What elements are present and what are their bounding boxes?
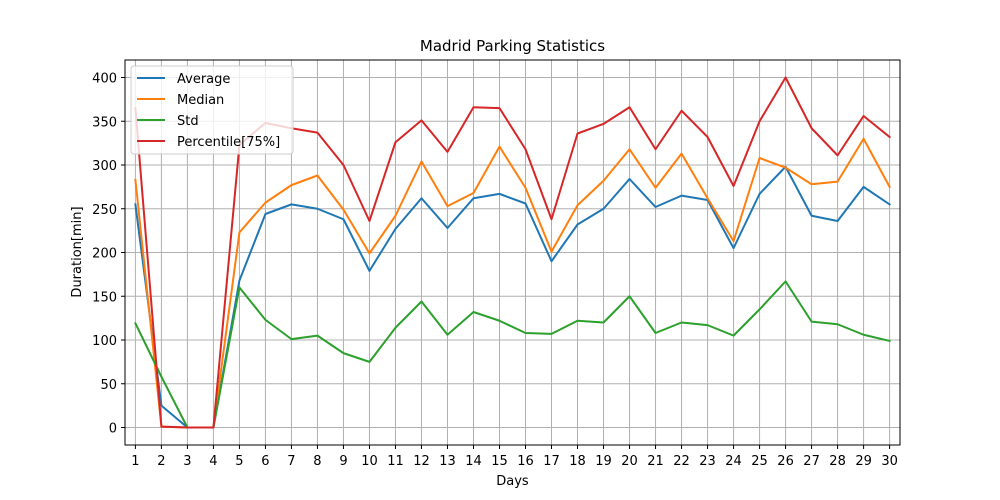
x-tick-label: 7 xyxy=(287,454,295,469)
x-tick-label: 17 xyxy=(543,454,560,469)
y-tick-label: 50 xyxy=(100,378,117,393)
x-tick-label: 26 xyxy=(777,454,794,469)
y-axis-ticks: 0 50 100 150 200 250 300 350 400 xyxy=(92,72,125,437)
x-tick-label: 20 xyxy=(621,454,638,469)
x-tick-label: 24 xyxy=(725,454,742,469)
series-line-std xyxy=(134,280,891,429)
series-line-median xyxy=(134,137,891,429)
legend-label: Std xyxy=(177,114,199,129)
x-tick-label: 16 xyxy=(517,454,534,469)
y-tick-label: 200 xyxy=(92,247,117,262)
x-tick-label: 12 xyxy=(413,454,430,469)
y-tick-label: 400 xyxy=(92,72,117,87)
legend-label: Average xyxy=(177,72,230,87)
x-tick-label: 25 xyxy=(751,454,768,469)
legend-label: Percentile[75%] xyxy=(177,135,280,150)
x-axis-ticks: 1 2 3 4 5 6 7 8 9 10 11 12 13 14 15 16 17 18 19 20 21 22 23 24 2… xyxy=(131,445,898,469)
x-tick-label: 21 xyxy=(647,454,664,469)
series-line-average xyxy=(134,165,891,429)
x-tick-label: 19 xyxy=(595,454,612,469)
x-tick-label: 5 xyxy=(235,454,243,469)
x-tick-label: 4 xyxy=(209,454,217,469)
x-tick-label: 14 xyxy=(465,454,482,469)
x-tick-label: 1 xyxy=(131,454,139,469)
x-tick-label: 22 xyxy=(673,454,690,469)
x-tick-label: 11 xyxy=(387,454,404,469)
x-tick-label: 30 xyxy=(881,454,898,469)
x-tick-label: 27 xyxy=(803,454,820,469)
x-tick-label: 2 xyxy=(157,454,165,469)
x-tick-label: 15 xyxy=(491,454,508,469)
y-tick-label: 350 xyxy=(92,115,117,130)
x-tick-label: 6 xyxy=(261,454,269,469)
x-tick-label: 3 xyxy=(183,454,191,469)
legend-items: Average Median Std Percentile[75%] xyxy=(137,72,280,150)
y-tick-label: 0 xyxy=(109,422,117,437)
x-tick-label: 28 xyxy=(829,454,846,469)
legend-box xyxy=(130,65,294,155)
y-tick-label: 300 xyxy=(92,159,117,174)
y-tick-label: 100 xyxy=(92,334,117,349)
y-tick-label: 250 xyxy=(92,203,117,218)
chart-title: Madrid Parking Statistics xyxy=(420,37,605,55)
x-tick-label: 13 xyxy=(439,454,456,469)
x-tick-label: 9 xyxy=(339,454,347,469)
y-axis-label: Duration[min] xyxy=(70,206,85,297)
x-axis-label: Days xyxy=(496,474,529,489)
x-tick-label: 23 xyxy=(699,454,716,469)
x-tick-label: 8 xyxy=(313,454,321,469)
x-tick-label: 10 xyxy=(361,454,378,469)
x-tick-label: 18 xyxy=(569,454,586,469)
legend-label: Median xyxy=(177,93,224,108)
y-tick-label: 150 xyxy=(92,290,117,305)
legend: Average Median Std Percentile[75%] xyxy=(130,65,294,155)
x-tick-label: 29 xyxy=(855,454,872,469)
